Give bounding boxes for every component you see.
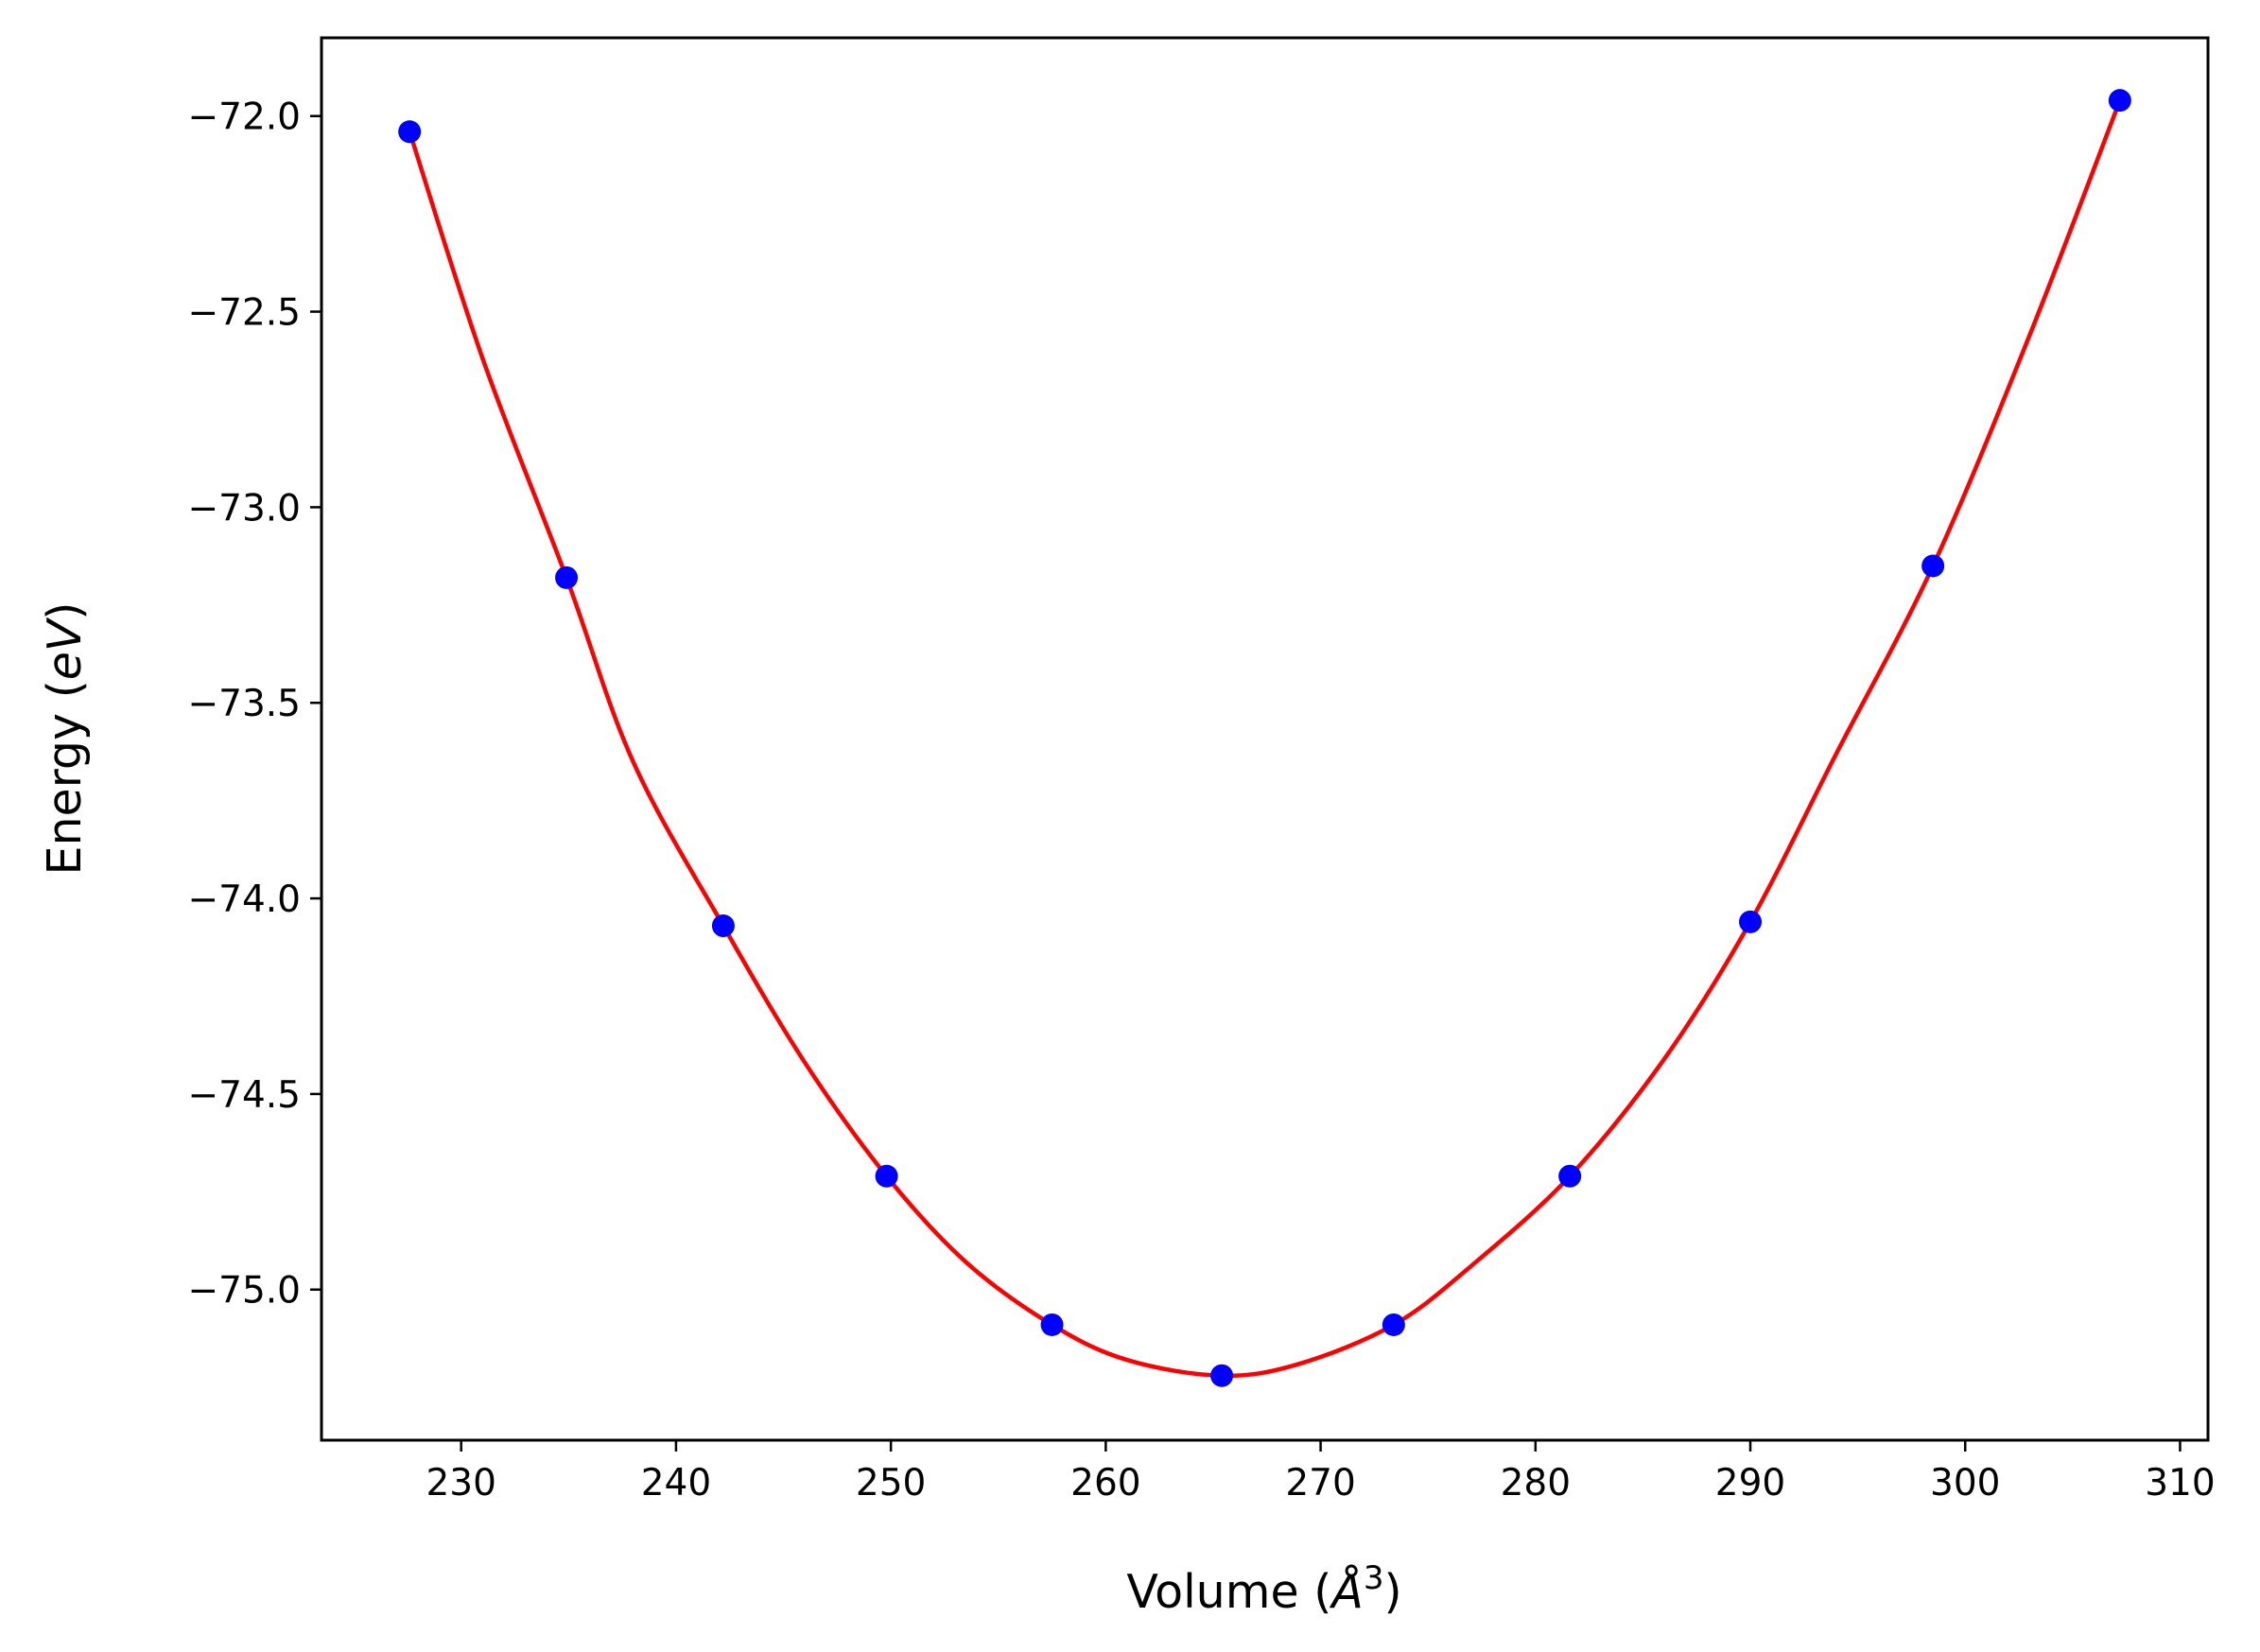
- x-tick-label: 280: [1501, 1462, 1571, 1504]
- plot-area-frame: [320, 36, 2210, 1442]
- data-point: [875, 1164, 898, 1188]
- data-point: [1558, 1164, 1582, 1188]
- data-point: [555, 565, 579, 589]
- x-tick-label: 300: [1930, 1462, 2000, 1504]
- y-axis-label: Energy (eV): [38, 601, 92, 875]
- data-points-group: [398, 89, 2131, 1387]
- y-axis-ticks: −72.0 −72.5 −73.0 −73.5 −74.0 −74.5 −75.0: [187, 96, 322, 1313]
- data-point: [1921, 554, 1945, 578]
- x-axis-ticks: 230 240 250 260 270 280 290 300 310: [426, 1440, 2216, 1504]
- y-axis-label-prefix: Energy (: [38, 680, 92, 875]
- x-axis-label-symbol: Å: [1329, 1563, 1364, 1619]
- x-axis-label-superscript: 3: [1364, 1559, 1384, 1597]
- y-tick-label: −73.5: [187, 683, 301, 725]
- data-point: [1210, 1364, 1234, 1387]
- data-point: [1739, 910, 1763, 933]
- x-tick-label: 230: [426, 1462, 495, 1504]
- y-axis-label-suffix: ): [38, 601, 92, 619]
- x-tick-label: 310: [2145, 1462, 2215, 1504]
- y-axis-label-unit: eV: [38, 617, 92, 680]
- data-point: [1040, 1313, 1064, 1336]
- x-axis-label: Volume (Å3): [1126, 1559, 1401, 1619]
- y-tick-label: −72.5: [187, 292, 301, 335]
- data-point: [711, 914, 735, 938]
- x-tick-label: 250: [856, 1462, 926, 1504]
- x-tick-label: 240: [641, 1462, 711, 1504]
- data-point: [1382, 1313, 1405, 1336]
- x-tick-label: 290: [1715, 1462, 1785, 1504]
- y-tick-label: −72.0: [187, 96, 301, 139]
- x-axis-label-prefix: Volume (: [1126, 1565, 1331, 1619]
- y-tick-label: −75.0: [187, 1270, 301, 1313]
- x-tick-label: 270: [1285, 1462, 1355, 1504]
- x-tick-label: 260: [1070, 1462, 1140, 1504]
- y-tick-label: −73.0: [187, 487, 301, 530]
- y-tick-label: −74.0: [187, 878, 301, 921]
- data-point: [2108, 89, 2131, 113]
- y-tick-label: −74.5: [187, 1074, 301, 1117]
- x-axis-label-suffix: ): [1383, 1565, 1401, 1619]
- data-point: [398, 120, 422, 144]
